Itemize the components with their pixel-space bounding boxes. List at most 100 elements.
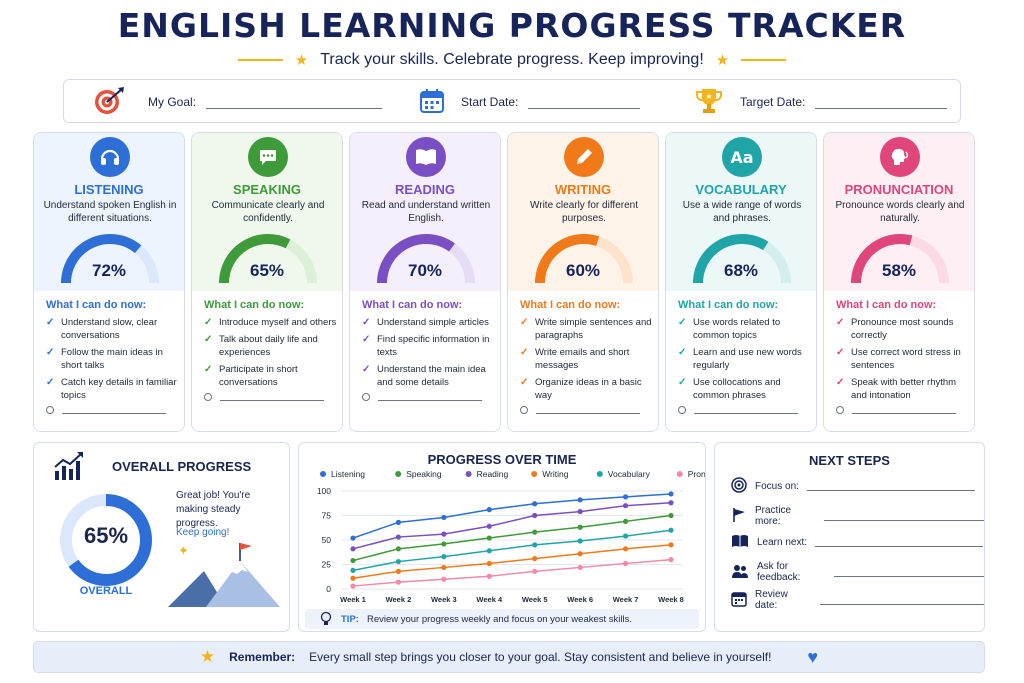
skill-card-speaking: SPEAKING Communicate clearly and confide…: [191, 132, 343, 432]
goal-label: My Goal:: [148, 95, 197, 109]
data-point-listening: [486, 507, 492, 513]
y-tick-label: 75: [322, 511, 332, 521]
can-do-text: Understand simple articles: [377, 317, 489, 328]
check-icon: ✓: [836, 317, 845, 328]
data-point-reading: [441, 531, 447, 537]
blank-entry[interactable]: [520, 406, 658, 414]
next-step-input-line[interactable]: [819, 603, 984, 605]
flag-icon: [731, 507, 747, 526]
can-do-item: ✓ Use words related to common topics: [678, 316, 816, 342]
checkbox-circle[interactable]: [678, 406, 686, 414]
legend-label: Listening: [331, 469, 365, 479]
check-icon: ✓: [46, 347, 55, 358]
data-point-speaking: [486, 535, 492, 541]
subtitle-row: ★ Track your skills. Celebrate progress.…: [0, 50, 1024, 70]
skill-name: SPEAKING: [233, 182, 301, 197]
data-point-speaking: [350, 557, 356, 564]
skill-card-vocabulary: Aa VOCABULARY Use a wide range of words …: [665, 132, 817, 432]
can-do-item: ✓ Catch key details in familiar topics: [46, 376, 184, 402]
subtitle: Track your skills. Celebrate progress. K…: [320, 51, 704, 68]
check-icon: ✓: [204, 317, 213, 328]
legend-label: Reading: [477, 469, 509, 479]
blank-entry[interactable]: [678, 406, 816, 414]
data-point-vocabulary: [486, 548, 492, 554]
can-do-title: What I can do now:: [520, 299, 621, 311]
blank-line[interactable]: [220, 399, 324, 401]
check-icon: ✓: [362, 334, 371, 345]
series-line-writing: [352, 544, 672, 579]
data-point-listening: [668, 491, 674, 497]
next-step-row: Practice more:: [731, 505, 984, 527]
blank-entry[interactable]: [204, 393, 342, 401]
data-point-vocabulary: [622, 533, 629, 539]
legend-marker: [320, 471, 326, 477]
checkbox-circle[interactable]: [520, 406, 528, 414]
checkbox-circle[interactable]: [204, 393, 212, 401]
can-do-text: Participate in short conversations: [219, 364, 298, 388]
blank-entry[interactable]: [362, 393, 500, 401]
can-do-title: What I can do now:: [836, 299, 937, 311]
chart-title: PROGRESS OVER TIME: [427, 452, 577, 467]
can-do-text: Use collocations and common phrases: [693, 377, 781, 401]
next-step-label: Practice more:: [755, 505, 792, 527]
can-do-item: ✓ Speak with better rhythm and intonation: [836, 376, 974, 402]
checkbox-circle[interactable]: [362, 393, 370, 401]
blank-line[interactable]: [536, 412, 640, 414]
skill-description: Communicate clearly and confidently.: [211, 200, 325, 224]
can-do-list: ✓ Introduce myself and others ✓ Talk about …: [204, 316, 342, 389]
skill-description: Use a wide range of words and phrases.: [682, 200, 802, 224]
target-date-input-line[interactable]: [815, 107, 948, 109]
blank-line[interactable]: [694, 412, 798, 414]
blank-line[interactable]: [62, 412, 166, 414]
blank-line[interactable]: [378, 399, 482, 401]
start-date-input-line[interactable]: [528, 107, 641, 109]
goal-input-line[interactable]: [206, 107, 383, 109]
series-line-vocabulary: [352, 529, 672, 572]
data-point-reading: [622, 503, 629, 509]
can-do-text: Organize ideas in a basic way: [535, 377, 642, 401]
overall-progress-panel: OVERALL PROGRESS 65% OVERALL Great job! …: [33, 442, 290, 632]
blank-entry[interactable]: [836, 406, 974, 414]
series-line-reading: [352, 502, 672, 550]
data-point-vocabulary: [395, 558, 402, 565]
data-point-listening: [441, 514, 447, 521]
remember-banner: ★ Remember: Every small step brings you …: [33, 641, 985, 673]
next-step-input-line[interactable]: [824, 519, 984, 521]
data-point-writing: [350, 575, 356, 581]
target-date-item: ★ Target Date:: [694, 80, 948, 124]
can-do-title: What I can do now:: [204, 299, 305, 311]
skill-percent: 60%: [565, 261, 601, 280]
skill-header: WRITING Write clearly for different purp…: [508, 133, 658, 291]
checkbox-circle[interactable]: [836, 406, 844, 414]
can-do-text: Catch key details in familiar topics: [61, 377, 177, 401]
blank-entry[interactable]: [46, 406, 184, 414]
data-point-writing: [395, 568, 402, 574]
checkbox-circle[interactable]: [46, 406, 54, 414]
remember-text: Every small step brings you closer to yo…: [309, 650, 772, 664]
check-icon: ✓: [836, 347, 845, 358]
skill-gauge: [851, 234, 949, 284]
can-do-item: ✓ Understand slow, clear conversations: [46, 316, 184, 342]
next-step-input-line[interactable]: [833, 575, 984, 577]
next-step-input-line[interactable]: [806, 490, 975, 491]
data-point-speaking: [622, 518, 629, 524]
data-point-pronunciation: [441, 576, 447, 582]
target-date-label: Target Date:: [740, 95, 806, 109]
mountain-flag-icon: [166, 541, 284, 614]
x-tick-label: Week 5: [522, 595, 548, 604]
skill-header: SPEAKING Communicate clearly and confide…: [192, 133, 342, 291]
skill-card-listening: LISTENING Understand spoken English in d…: [33, 132, 185, 432]
blank-line[interactable]: [852, 412, 956, 414]
check-icon: ✓: [520, 317, 529, 328]
data-point-vocabulary: [577, 538, 583, 544]
x-tick-label: Week 2: [386, 595, 412, 604]
goal-bar: My Goal: Start Date: ★ Target Dat: [63, 79, 961, 123]
check-icon: ✓: [678, 317, 687, 328]
remember-label: Remember:: [229, 650, 296, 664]
next-step-input-line[interactable]: [815, 546, 984, 547]
data-point-writing: [668, 542, 674, 548]
data-point-listening: [622, 494, 629, 500]
x-tick-label: Week 6: [567, 595, 593, 604]
star-icon: ★: [294, 51, 309, 69]
can-do-list: ✓ Use words related to common topics ✓ Lear…: [678, 316, 816, 402]
